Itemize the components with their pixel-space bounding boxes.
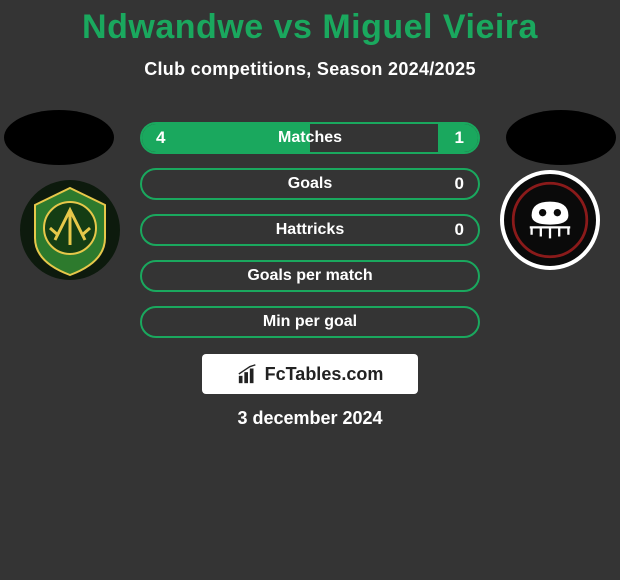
player-photo-left-placeholder bbox=[4, 110, 114, 165]
stat-value-right: 0 bbox=[455, 174, 464, 194]
date-label: 3 december 2024 bbox=[200, 408, 420, 429]
club-crest-right-icon bbox=[504, 174, 596, 266]
club-crest-left-icon bbox=[20, 180, 120, 280]
stats-container: 4 Matches 1 Goals 0 Hattricks 0 Goals per match… bbox=[140, 122, 480, 352]
stat-row: Goals per match bbox=[140, 260, 480, 292]
footer: FcTables.com 3 december 2024 bbox=[200, 348, 420, 429]
stat-value-right: 1 bbox=[455, 128, 464, 148]
stat-label: Matches bbox=[278, 129, 342, 147]
stat-value-right: 0 bbox=[455, 220, 464, 240]
site-badge[interactable]: FcTables.com bbox=[202, 354, 418, 394]
club-badge-left bbox=[20, 180, 120, 280]
stat-row: Hattricks 0 bbox=[140, 214, 480, 246]
subtitle: Club competitions, Season 2024/2025 bbox=[0, 59, 620, 80]
stat-row: 4 Matches 1 bbox=[140, 122, 480, 154]
stat-label: Goals bbox=[288, 175, 332, 193]
stat-label: Goals per match bbox=[247, 267, 372, 285]
page-title: Ndwandwe vs Miguel Vieira bbox=[0, 0, 620, 47]
stat-label: Min per goal bbox=[263, 313, 357, 331]
stat-row: Goals 0 bbox=[140, 168, 480, 200]
stat-value-left: 4 bbox=[156, 128, 165, 148]
player-photo-right-placeholder bbox=[506, 110, 616, 165]
club-badge-right bbox=[500, 170, 600, 270]
site-badge-label: FcTables.com bbox=[265, 364, 384, 385]
stat-label: Hattricks bbox=[276, 221, 344, 239]
bar-chart-icon bbox=[237, 363, 259, 385]
stat-row: Min per goal bbox=[140, 306, 480, 338]
